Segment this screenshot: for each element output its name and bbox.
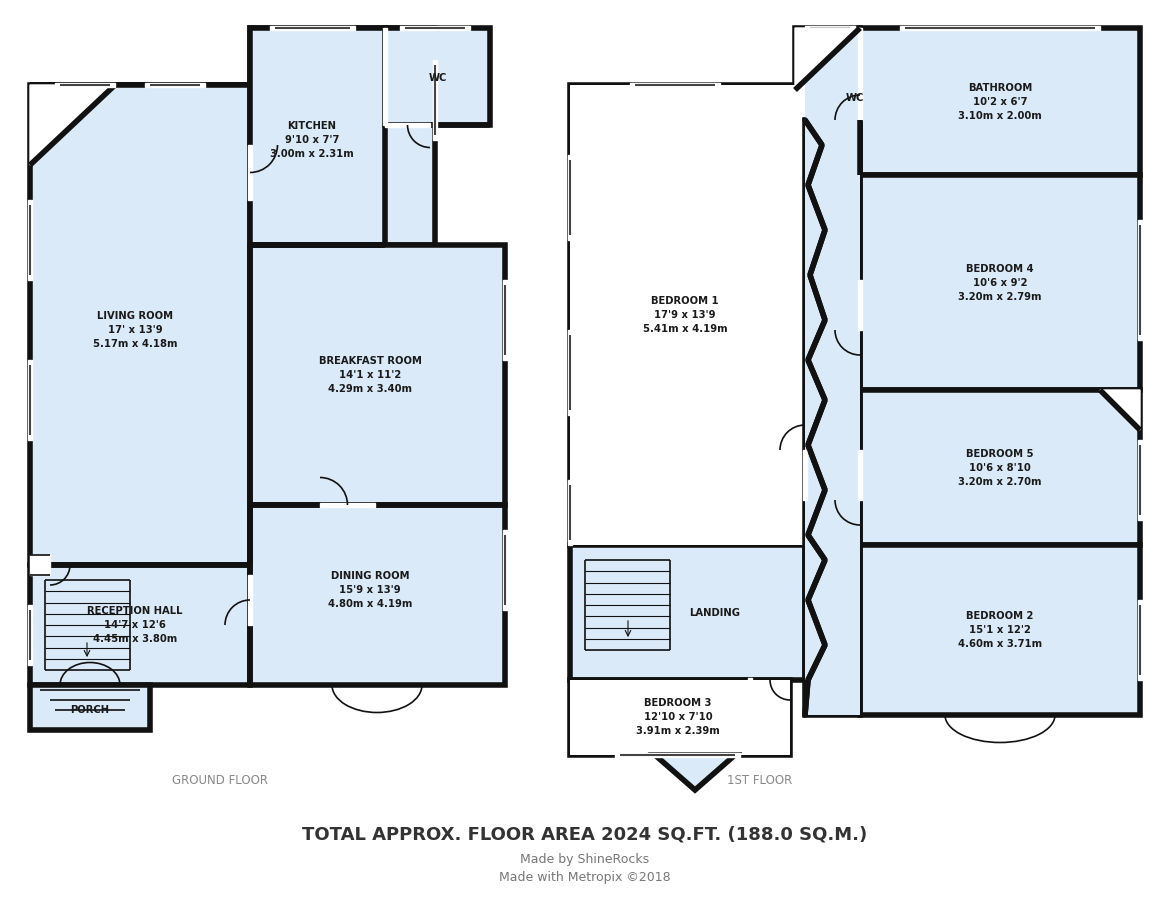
Polygon shape [858, 450, 862, 500]
Polygon shape [503, 530, 507, 610]
Polygon shape [567, 155, 572, 240]
Polygon shape [1100, 390, 1140, 430]
Polygon shape [570, 85, 860, 755]
Polygon shape [30, 685, 150, 730]
Polygon shape [570, 545, 805, 680]
Polygon shape [794, 28, 860, 90]
Polygon shape [30, 565, 250, 685]
Polygon shape [383, 28, 387, 125]
Polygon shape [803, 450, 807, 500]
Polygon shape [30, 85, 250, 565]
Text: GROUND FLOOR: GROUND FLOOR [172, 773, 268, 787]
Polygon shape [858, 280, 862, 330]
Polygon shape [858, 28, 862, 120]
Text: 1ST FLOOR: 1ST FLOOR [728, 773, 792, 787]
Polygon shape [503, 280, 507, 360]
Polygon shape [400, 26, 470, 30]
Polygon shape [248, 575, 252, 625]
Polygon shape [860, 545, 1140, 715]
Polygon shape [433, 60, 438, 140]
Polygon shape [385, 28, 490, 125]
Text: LIVING ROOM
17' x 13'9
5.17m x 4.18m: LIVING ROOM 17' x 13'9 5.17m x 4.18m [92, 311, 177, 349]
Polygon shape [805, 26, 855, 30]
Polygon shape [748, 678, 752, 720]
Polygon shape [655, 755, 735, 790]
Text: Made with Metropix ©2018: Made with Metropix ©2018 [500, 871, 670, 885]
Polygon shape [900, 26, 1100, 30]
Polygon shape [28, 360, 32, 440]
Polygon shape [250, 245, 505, 505]
Polygon shape [28, 605, 32, 665]
Polygon shape [248, 145, 252, 200]
Polygon shape [567, 330, 572, 415]
Polygon shape [615, 753, 739, 757]
Polygon shape [321, 503, 376, 507]
Polygon shape [629, 83, 720, 87]
Polygon shape [28, 200, 32, 280]
Polygon shape [30, 555, 50, 575]
Text: DINING ROOM
15'9 x 13'9
4.80m x 4.19m: DINING ROOM 15'9 x 13'9 4.80m x 4.19m [328, 571, 412, 609]
Polygon shape [567, 480, 572, 545]
Polygon shape [30, 85, 115, 165]
Text: Made by ShineRocks: Made by ShineRocks [521, 853, 649, 867]
Polygon shape [1138, 600, 1142, 680]
Text: KITCHEN
9'10 x 7'7
3.00m x 2.31m: KITCHEN 9'10 x 7'7 3.00m x 2.31m [270, 121, 353, 159]
Text: WC: WC [429, 73, 447, 83]
Polygon shape [805, 28, 860, 715]
Text: BEDROOM 3
12'10 x 7'10
3.91m x 2.39m: BEDROOM 3 12'10 x 7'10 3.91m x 2.39m [636, 698, 720, 736]
Polygon shape [55, 83, 115, 87]
Text: PORCH: PORCH [70, 705, 110, 715]
Polygon shape [570, 680, 790, 755]
Text: WC: WC [846, 93, 865, 103]
Polygon shape [385, 123, 431, 127]
Polygon shape [860, 175, 1140, 390]
Text: BEDROOM 4
10'6 x 9'2
3.20m x 2.79m: BEDROOM 4 10'6 x 9'2 3.20m x 2.79m [958, 264, 1041, 302]
Text: RECEPTION HALL
14'7 x 12'6
4.45m x 3.80m: RECEPTION HALL 14'7 x 12'6 4.45m x 3.80m [88, 606, 183, 644]
Text: BEDROOM 2
15'1 x 12'2
4.60m x 3.71m: BEDROOM 2 15'1 x 12'2 4.60m x 3.71m [958, 611, 1042, 649]
Polygon shape [570, 85, 805, 545]
Polygon shape [270, 26, 355, 30]
Polygon shape [794, 28, 860, 120]
Polygon shape [1138, 440, 1142, 520]
Polygon shape [860, 390, 1140, 545]
Polygon shape [250, 505, 505, 685]
Text: TOTAL APPROX. FLOOR AREA 2024 SQ.FT. (188.0 SQ.M.): TOTAL APPROX. FLOOR AREA 2024 SQ.FT. (18… [302, 826, 868, 844]
Polygon shape [250, 28, 385, 245]
Text: BREAKFAST ROOM
14'1 x 11'2
4.29m x 3.40m: BREAKFAST ROOM 14'1 x 11'2 4.29m x 3.40m [318, 356, 421, 394]
Polygon shape [860, 28, 1140, 175]
Text: BEDROOM 1
17'9 x 13'9
5.41m x 4.19m: BEDROOM 1 17'9 x 13'9 5.41m x 4.19m [642, 296, 728, 334]
Polygon shape [145, 83, 205, 87]
Text: BATHROOM
10'2 x 6'7
3.10m x 2.00m: BATHROOM 10'2 x 6'7 3.10m x 2.00m [958, 83, 1041, 121]
Polygon shape [1138, 220, 1142, 340]
Text: LANDING: LANDING [689, 608, 741, 618]
Polygon shape [805, 120, 860, 715]
Polygon shape [30, 28, 435, 245]
Text: BEDROOM 5
10'6 x 8'10
3.20m x 2.70m: BEDROOM 5 10'6 x 8'10 3.20m x 2.70m [958, 449, 1041, 487]
